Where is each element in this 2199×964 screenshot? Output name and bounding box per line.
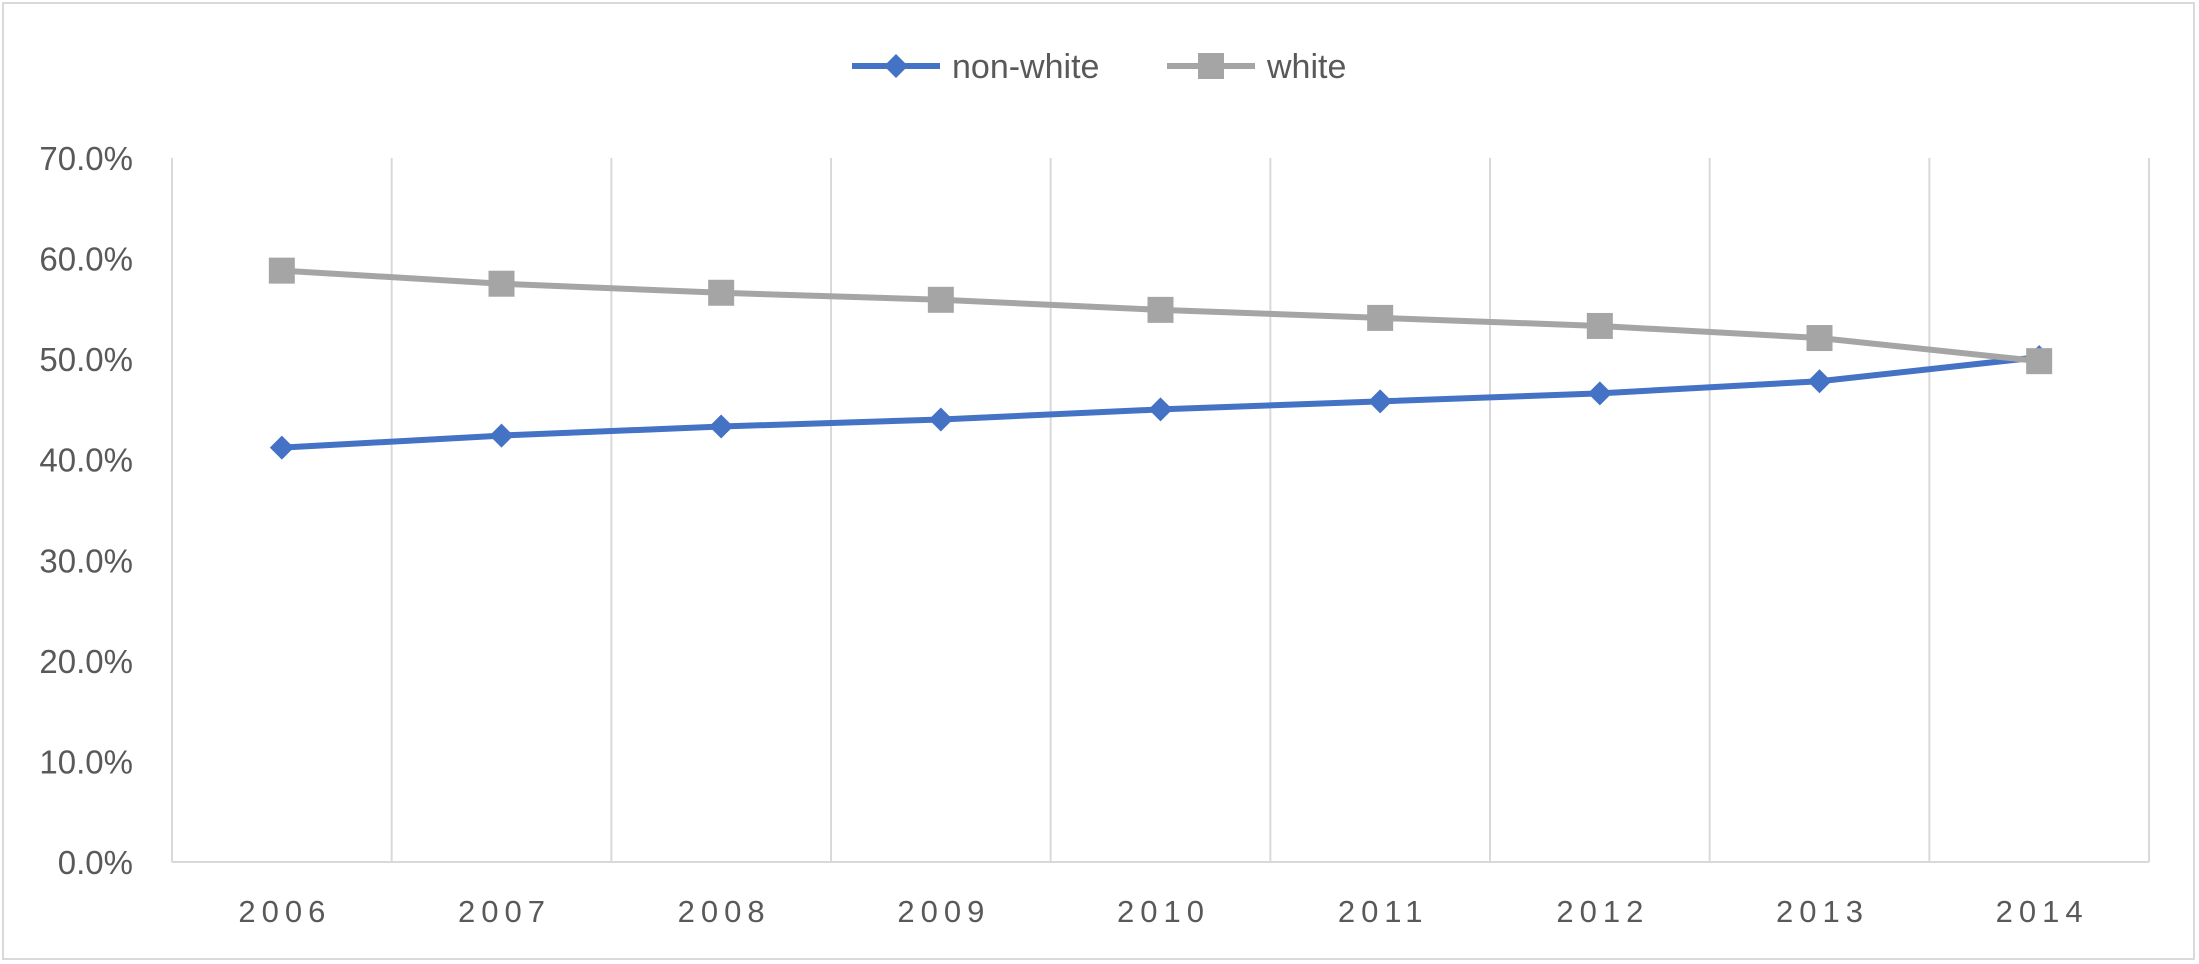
data-point-non-white [489,423,514,448]
x-tick-label: 2014 [1996,894,2089,929]
data-point-white [1586,312,1613,339]
data-point-non-white [709,414,734,439]
data-point-non-white [928,407,953,432]
data-point-white [2026,348,2053,375]
data-point-white [1806,325,1833,352]
data-point-non-white [1587,381,1612,406]
x-tick-label: 2008 [678,894,771,929]
data-point-white [1147,296,1174,323]
y-tick-label: 0.0% [58,844,133,881]
y-tick-label: 40.0% [39,442,133,479]
y-tick-label: 70.0% [39,140,133,177]
x-tick-label: 2006 [238,894,331,929]
y-tick-label: 50.0% [39,341,133,378]
axes: 0.0% 10.0% 20.0% 30.0% 40.0% 50.0% 60.0% 70.0% 2… [39,140,2149,929]
y-tick-label: 60.0% [39,241,133,278]
data-point-white [488,270,515,297]
x-tick-label: 2013 [1776,894,1869,929]
x-tick-label: 2010 [1117,894,1210,929]
series [268,257,2053,460]
x-tick-label: 2011 [1338,894,1429,929]
data-point-non-white [269,435,294,460]
data-point-white [1367,304,1394,331]
y-tick-label: 10.0% [39,743,133,780]
legend-marker-white [1198,53,1224,79]
x-tick-label: 2009 [897,894,990,929]
legend-label: white [1266,48,1346,86]
gridlines [171,158,2150,862]
y-tick-label: 30.0% [39,542,133,579]
legend-marker-non-white [884,54,908,78]
data-point-white [927,286,954,313]
legend-label: non-white [952,48,1099,86]
data-point-non-white [1368,389,1393,414]
data-point-white [708,279,735,306]
legend: non-white white [852,48,1346,86]
x-tick-label: 2007 [458,894,551,929]
data-point-non-white [1148,397,1173,422]
data-point-white [268,257,295,284]
y-tick-label: 20.0% [39,643,133,680]
data-point-non-white [1807,369,1832,394]
x-tick-label: 2012 [1556,894,1649,929]
